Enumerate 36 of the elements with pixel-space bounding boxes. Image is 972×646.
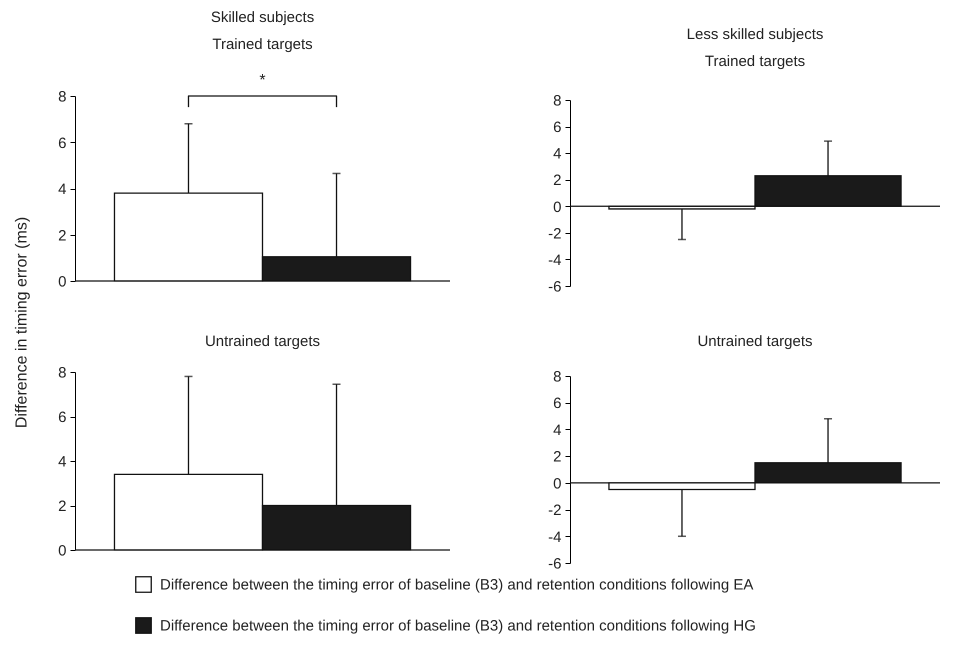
y-tick-label: 6 — [553, 119, 562, 136]
y-tick-label: 4 — [58, 454, 66, 470]
y-tick-label: 6 — [58, 134, 66, 152]
y-tick-label: 2 — [58, 227, 66, 244]
y-tick-label: 8 — [553, 368, 562, 386]
y-tick-label: 4 — [58, 181, 66, 198]
chart-title: Untrained targets — [697, 333, 813, 350]
y-tick-label: -2 — [548, 225, 562, 242]
y-tick-label: -6 — [548, 278, 562, 296]
y-tick-label: 6 — [553, 395, 562, 412]
legend-label: Difference between the timing error of baseline (B3) and retention conditions following HG — [160, 618, 756, 634]
y-axis-title: Difference in timing error (ms) — [14, 216, 30, 428]
y-tick-label: 8 — [553, 92, 562, 110]
chart-title: Untrained targets — [204, 333, 320, 350]
y-tick-label: -6 — [548, 556, 562, 572]
y-tick-label: 8 — [58, 364, 66, 382]
y-tick-label: 2 — [553, 448, 562, 466]
y-tick-label: -4 — [548, 252, 562, 269]
chart-title: Skilled subjects — [210, 9, 314, 26]
chart-subtitle: Trained targets — [212, 36, 313, 53]
y-tick-label: 6 — [58, 409, 66, 426]
y-tick-label: 4 — [553, 146, 562, 163]
y-tick-label: 0 — [58, 274, 66, 290]
text: * — [259, 72, 266, 89]
chart-subtitle: Trained targets — [704, 53, 806, 70]
y-tick-label: 8 — [58, 88, 66, 106]
y-tick-label: 2 — [58, 498, 66, 515]
y-tick-label: -2 — [548, 502, 562, 520]
y-tick-label: 4 — [553, 422, 562, 439]
y-tick-label: 0 — [553, 198, 562, 216]
y-tick-label: 2 — [553, 172, 562, 190]
chart-title: Less skilled subjects — [686, 26, 824, 43]
y-tick-label: 0 — [58, 542, 66, 560]
y-tick-label: 0 — [553, 475, 562, 492]
y-tick-label: -4 — [548, 528, 562, 546]
legend-label: Difference between the timing error of baseline (B3) and retention conditions following EA — [160, 576, 754, 594]
